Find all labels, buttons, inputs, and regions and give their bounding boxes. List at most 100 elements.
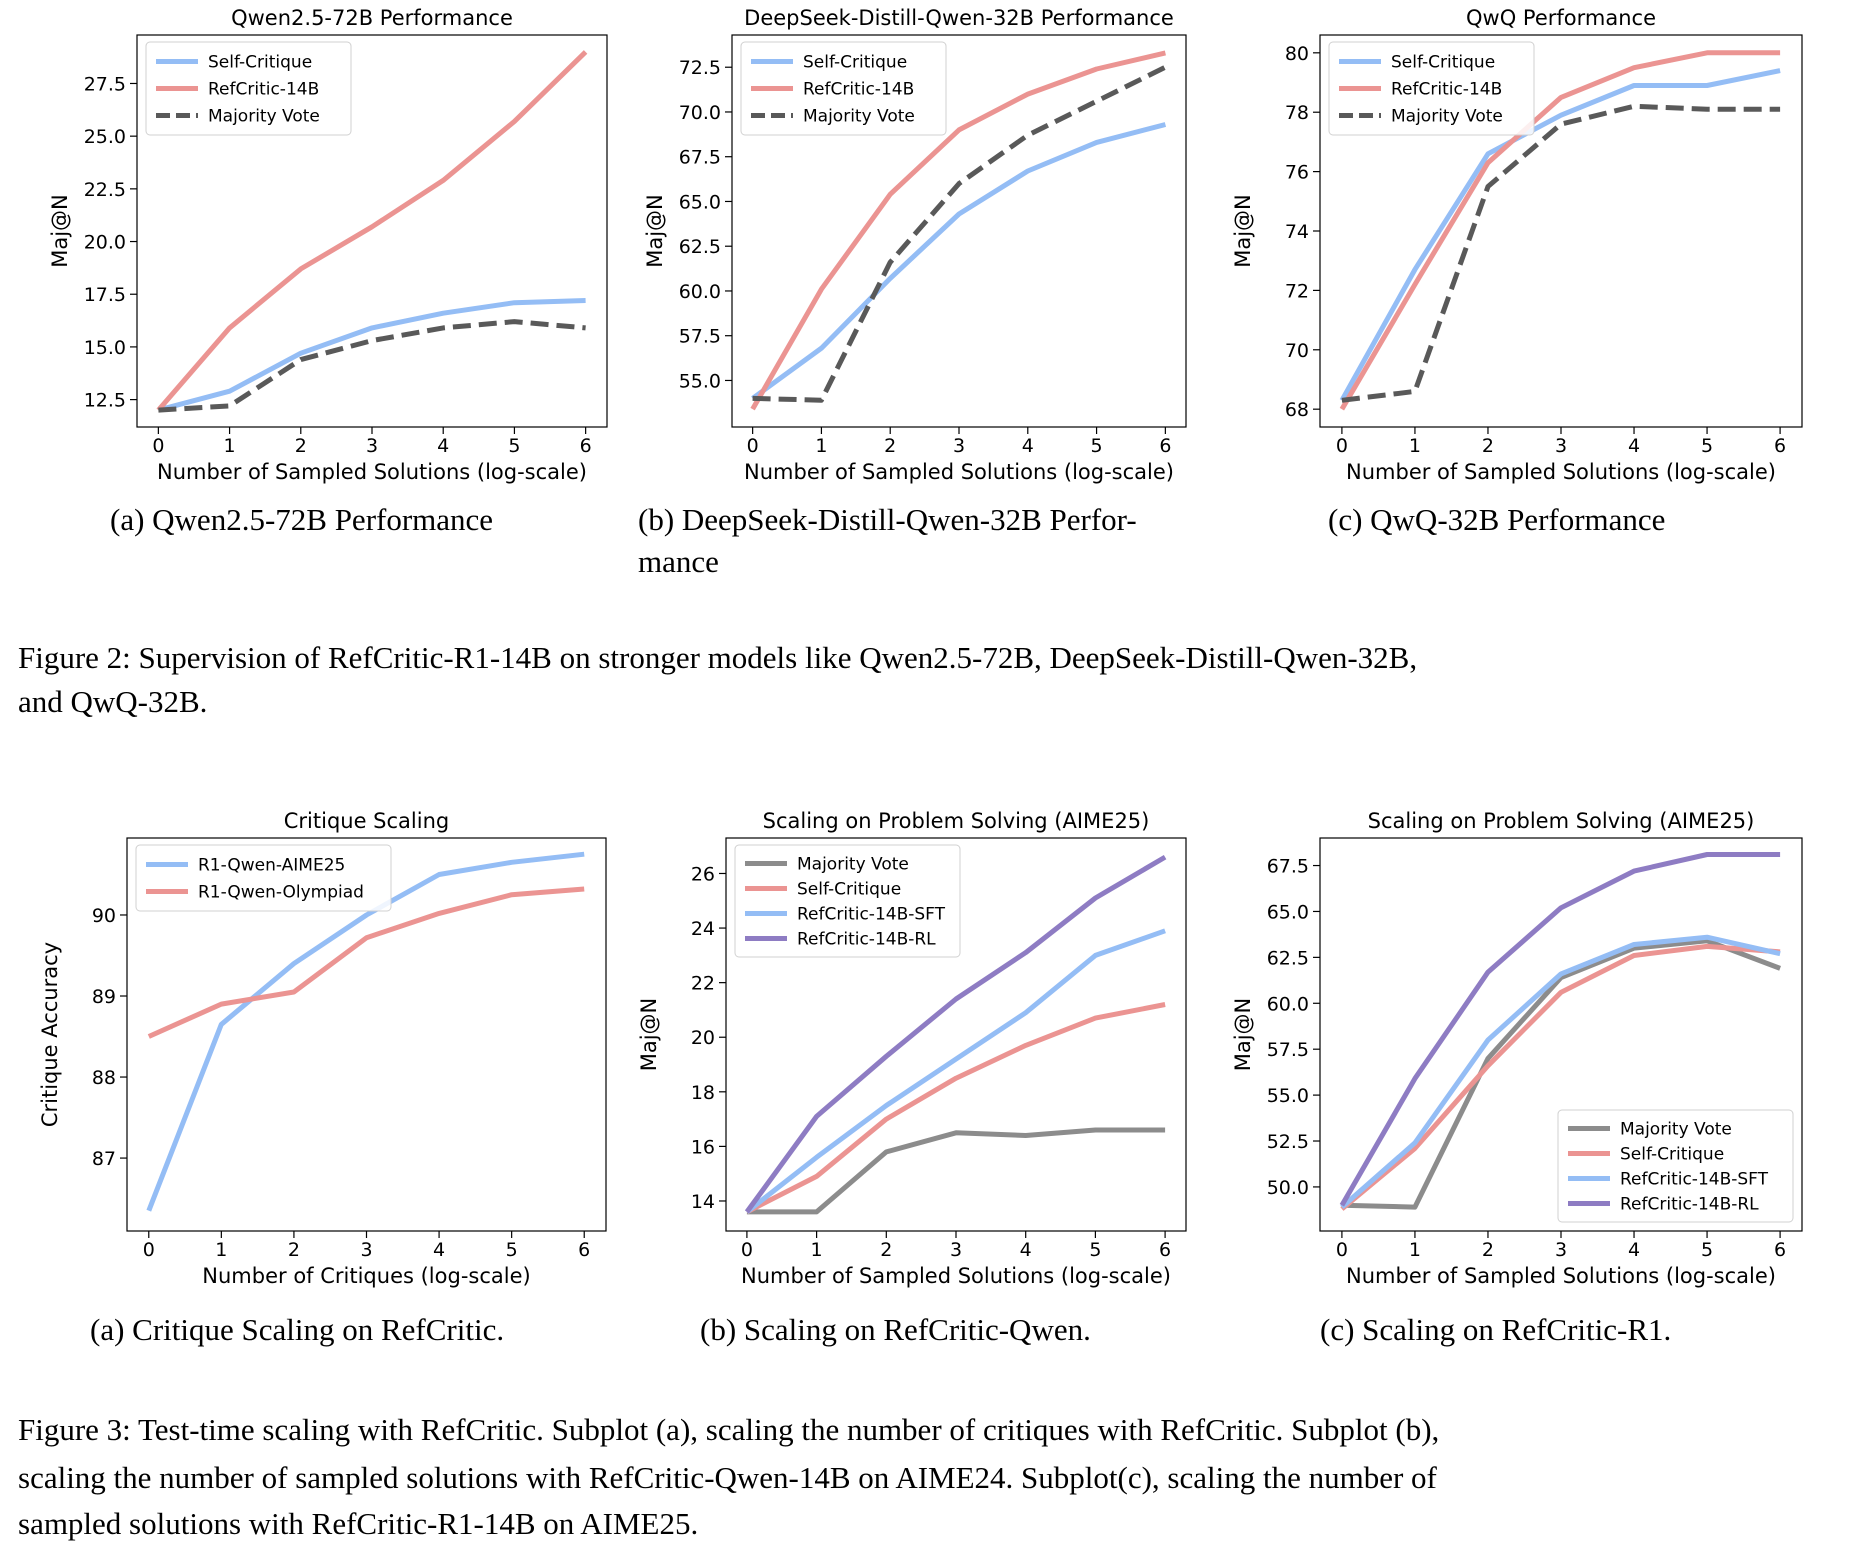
legend: Majority Vote Self-Critique RefCritic-14B-… <box>734 844 961 958</box>
y-tick-label: 62.5 <box>679 236 721 258</box>
legend-label: RefCritic-14B <box>803 80 914 100</box>
legend-label: RefCritic-14B-SFT <box>797 905 946 925</box>
y-axis-label: Critique Accuracy <box>38 942 62 1127</box>
series-line-r1-qwen-olympiad <box>147 886 585 1039</box>
y-tick-label: 27.5 <box>84 73 126 95</box>
chart-2: 0 1 2 3 4 5 6 55.0 57.5 60.0 62.5 65.0 67.5 70.0 72.5 D… <box>643 6 1187 484</box>
chart-4: 0 1 2 3 4 5 6 87 88 89 90 Critique Scaling Number of… <box>38 809 607 1288</box>
legend-label: R1-Qwen-Olympiad <box>198 883 364 903</box>
legend: Majority Vote Self-Critique RefCritic-14B-… <box>1557 1109 1794 1223</box>
legend-label: RefCritic-14B-RL <box>797 930 936 950</box>
x-tick-label: 1 <box>815 435 827 457</box>
chart-5: 0 1 2 3 4 5 6 14 16 18 20 22 24 26 Scaling on Problem … <box>637 809 1187 1288</box>
y-tick-label: 67.5 <box>679 147 721 169</box>
x-tick-label: 2 <box>1482 435 1494 457</box>
series-line-refcritic-14b-rl <box>744 854 1167 1214</box>
legend: Self-Critique RefCritic-14B Majority Vote <box>740 41 947 136</box>
y-tick-label: 78 <box>1285 102 1309 124</box>
legend-label: Majority Vote <box>797 855 909 875</box>
x-tick-label: 4 <box>1022 435 1034 457</box>
fig3-caption-line2: scaling the number of sampled solutions … <box>18 1460 1438 1495</box>
series-line-majority-vote <box>752 64 1167 403</box>
legend-label: RefCritic-14B-SFT <box>1620 1170 1769 1190</box>
x-tick-label: 4 <box>433 1239 445 1261</box>
series-line-self-critique <box>1339 68 1781 402</box>
legend-label: Self-Critique <box>1620 1145 1724 1165</box>
y-tick-label: 15.0 <box>84 337 126 359</box>
x-axis-label: Number of Sampled Solutions (log-scale) <box>1346 460 1776 484</box>
x-tick-label: 3 <box>1555 1239 1567 1261</box>
x-tick-label: 4 <box>437 435 449 457</box>
fig2-caption-line2: and QwQ-32B. <box>18 684 207 719</box>
legend: Self-Critique RefCritic-14B Majority Vote <box>1328 41 1535 136</box>
y-tick-label: 70.0 <box>679 102 721 124</box>
x-tick-label: 1 <box>1409 435 1421 457</box>
legend-box <box>145 41 352 136</box>
series-line-r1-qwen-aime25 <box>146 851 585 1212</box>
legend-label: R1-Qwen-AIME25 <box>198 856 345 876</box>
y-tick-label: 68 <box>1285 399 1309 421</box>
y-tick-label: 25.0 <box>84 126 126 148</box>
legend-box <box>740 41 947 136</box>
x-tick-label: 1 <box>1409 1239 1421 1261</box>
y-tick-label: 22.5 <box>84 179 126 201</box>
x-tick-label: 6 <box>1159 1239 1171 1261</box>
legend-label: Majority Vote <box>208 107 320 127</box>
x-tick-label: 6 <box>1774 1239 1786 1261</box>
y-tick-label: 57.5 <box>1267 1039 1309 1061</box>
series-line-self-critique <box>751 122 1167 401</box>
chart-title: QwQ Performance <box>1466 6 1656 30</box>
x-tick-label: 5 <box>1091 435 1103 457</box>
series-line-refcritic-14b <box>750 50 1166 411</box>
series-line-refcritic-14b-sft <box>745 928 1166 1214</box>
x-tick-label: 2 <box>884 435 896 457</box>
fig2-subcaption-c: (c) QwQ-32B Performance <box>1328 502 1665 537</box>
x-tick-label: 3 <box>366 435 378 457</box>
chart-1: 0 1 2 3 4 5 6 12.5 15.0 17.5 20.0 22.5 25.0 27.5 Qwen2… <box>48 6 608 484</box>
legend-box <box>135 844 392 912</box>
chart-6: 0 1 2 3 4 5 6 50.0 52.5 55.0 57.5 60.0 62.5 65.0 67.5 S… <box>1231 809 1803 1288</box>
y-tick-label: 52.5 <box>1267 1131 1309 1153</box>
x-tick-label: 4 <box>1020 1239 1032 1261</box>
legend-box <box>734 844 961 958</box>
y-tick-label: 50.0 <box>1267 1177 1309 1199</box>
x-tick-label: 1 <box>215 1239 227 1261</box>
fig2-subcaption-a: (a) Qwen2.5-72B Performance <box>110 502 493 537</box>
y-tick-label: 72 <box>1285 280 1309 302</box>
y-axis-label: Maj@N <box>48 194 72 268</box>
x-tick-label: 6 <box>580 435 592 457</box>
chart-title: Scaling on Problem Solving (AIME25) <box>763 809 1150 833</box>
legend-label: Majority Vote <box>1391 107 1503 127</box>
y-tick-label: 76 <box>1285 162 1309 184</box>
chart-title: DeepSeek-Distill-Qwen-32B Performance <box>744 6 1174 30</box>
fig2-caption-line1: Figure 2: Supervision of RefCritic-R1-14… <box>18 640 1417 675</box>
x-tick-label: 5 <box>506 1239 518 1261</box>
y-tick-label: 60.0 <box>1267 993 1309 1015</box>
x-tick-label: 0 <box>1336 1239 1348 1261</box>
legend-box <box>1328 41 1535 136</box>
x-tick-label: 6 <box>1159 435 1171 457</box>
legend-label: RefCritic-14B <box>208 80 319 100</box>
x-axis-label: Number of Sampled Solutions (log-scale) <box>1346 1264 1776 1288</box>
x-axis-label: Number of Sampled Solutions (log-scale) <box>157 460 587 484</box>
series-line-self-critique <box>745 1002 1166 1215</box>
series-line-majority-vote <box>1341 938 1781 1210</box>
y-axis-label: Maj@N <box>637 998 661 1072</box>
y-tick-label: 65.0 <box>679 191 721 213</box>
legend-label: RefCritic-14B-RL <box>1620 1195 1759 1215</box>
fig3-caption-line3: sampled solutions with RefCritic-R1-14B … <box>18 1506 698 1541</box>
fig2-subcaption-b: (b) DeepSeek-Distill-Qwen-32B Perfor- <box>638 502 1137 537</box>
legend-box <box>1557 1109 1794 1223</box>
x-tick-label: 1 <box>811 1239 823 1261</box>
series-line-majority-vote <box>746 1127 1166 1215</box>
x-tick-label: 2 <box>880 1239 892 1261</box>
legend: Self-Critique RefCritic-14B Majority Vote <box>145 41 352 136</box>
x-tick-label: 0 <box>152 435 164 457</box>
y-tick-label: 26 <box>691 863 715 885</box>
x-tick-label: 3 <box>1555 435 1567 457</box>
series-line-self-critique <box>1340 943 1781 1211</box>
y-tick-label: 18 <box>691 1082 715 1104</box>
y-tick-label: 17.5 <box>84 284 126 306</box>
legend-label: Self-Critique <box>797 880 901 900</box>
x-tick-label: 1 <box>224 435 236 457</box>
